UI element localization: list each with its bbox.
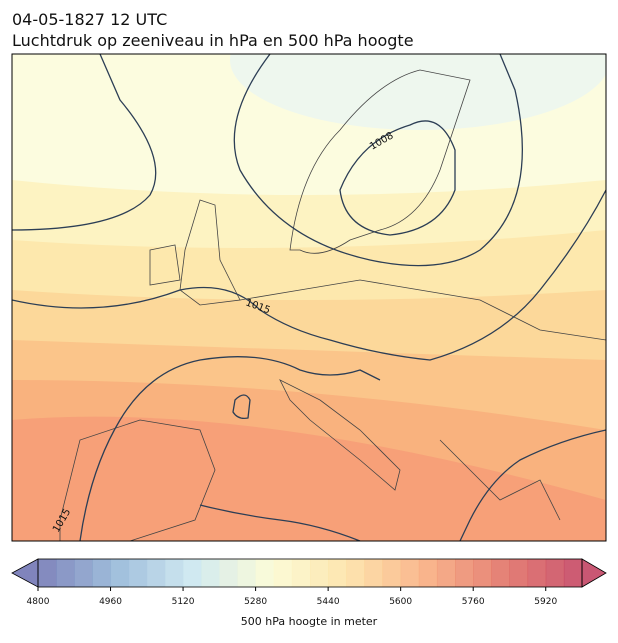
colorbar-tick-label: 4800 [27, 597, 50, 607]
map: 1008 1015 1015 [12, 54, 606, 541]
colorbar-box [164, 559, 184, 587]
colorbar-tick-label: 5280 [244, 597, 267, 607]
colorbar-box [436, 559, 456, 587]
colorbar-box [328, 559, 347, 587]
colorbar-label: 500 hPa hoogte in meter [241, 615, 378, 628]
colorbar-box [128, 559, 148, 587]
colorbar-box [310, 559, 329, 587]
colorbar-box [56, 559, 75, 587]
colorbar-extend-high [581, 558, 607, 588]
colorbar-box [418, 559, 438, 587]
colorbar-extend-low [11, 558, 39, 588]
colorbar-box [219, 559, 238, 587]
colorbar-box [364, 559, 384, 587]
colorbar-tick-label: 5920 [534, 597, 557, 607]
colorbar-box [92, 559, 112, 587]
colorbar-box [509, 559, 529, 587]
colorbar-box [255, 559, 275, 587]
colorbar-box [473, 559, 492, 587]
colorbar-box [527, 559, 547, 587]
colorbar-tick-label: 5760 [462, 597, 485, 607]
colorbar-box [237, 559, 257, 587]
colorbar: 4800 4960 5120 5280 5440 5600 5760 5920 [11, 558, 607, 607]
colorbar-box [455, 559, 474, 587]
map-frame [11, 53, 607, 542]
colorbar-box [201, 559, 220, 587]
colorbar-box [346, 559, 365, 587]
colorbar-box [146, 559, 166, 587]
colorbar-box [38, 559, 57, 587]
colorbar-tick-label: 5120 [172, 597, 195, 607]
colorbar-frame [37, 558, 583, 588]
subtitle: Luchtdruk op zeeniveau in hPa en 500 hPa… [12, 31, 414, 50]
colorbar-box [491, 559, 510, 587]
colorbar-box [382, 559, 402, 587]
colorbar-box [563, 559, 583, 587]
colorbar-box [110, 559, 130, 587]
colorbar-box [291, 559, 311, 587]
colorbar-tick-label: 4960 [99, 597, 122, 607]
colorbar-tick-label: 5600 [389, 597, 412, 607]
colorbar-box [74, 559, 93, 587]
title: 04-05-1827 12 UTC [12, 10, 167, 29]
colorbar-box [273, 559, 293, 587]
colorbar-tick-label: 5440 [317, 597, 340, 607]
colorbar-box [545, 559, 565, 587]
colorbar-box [183, 559, 202, 587]
colorbar-box [400, 559, 420, 587]
